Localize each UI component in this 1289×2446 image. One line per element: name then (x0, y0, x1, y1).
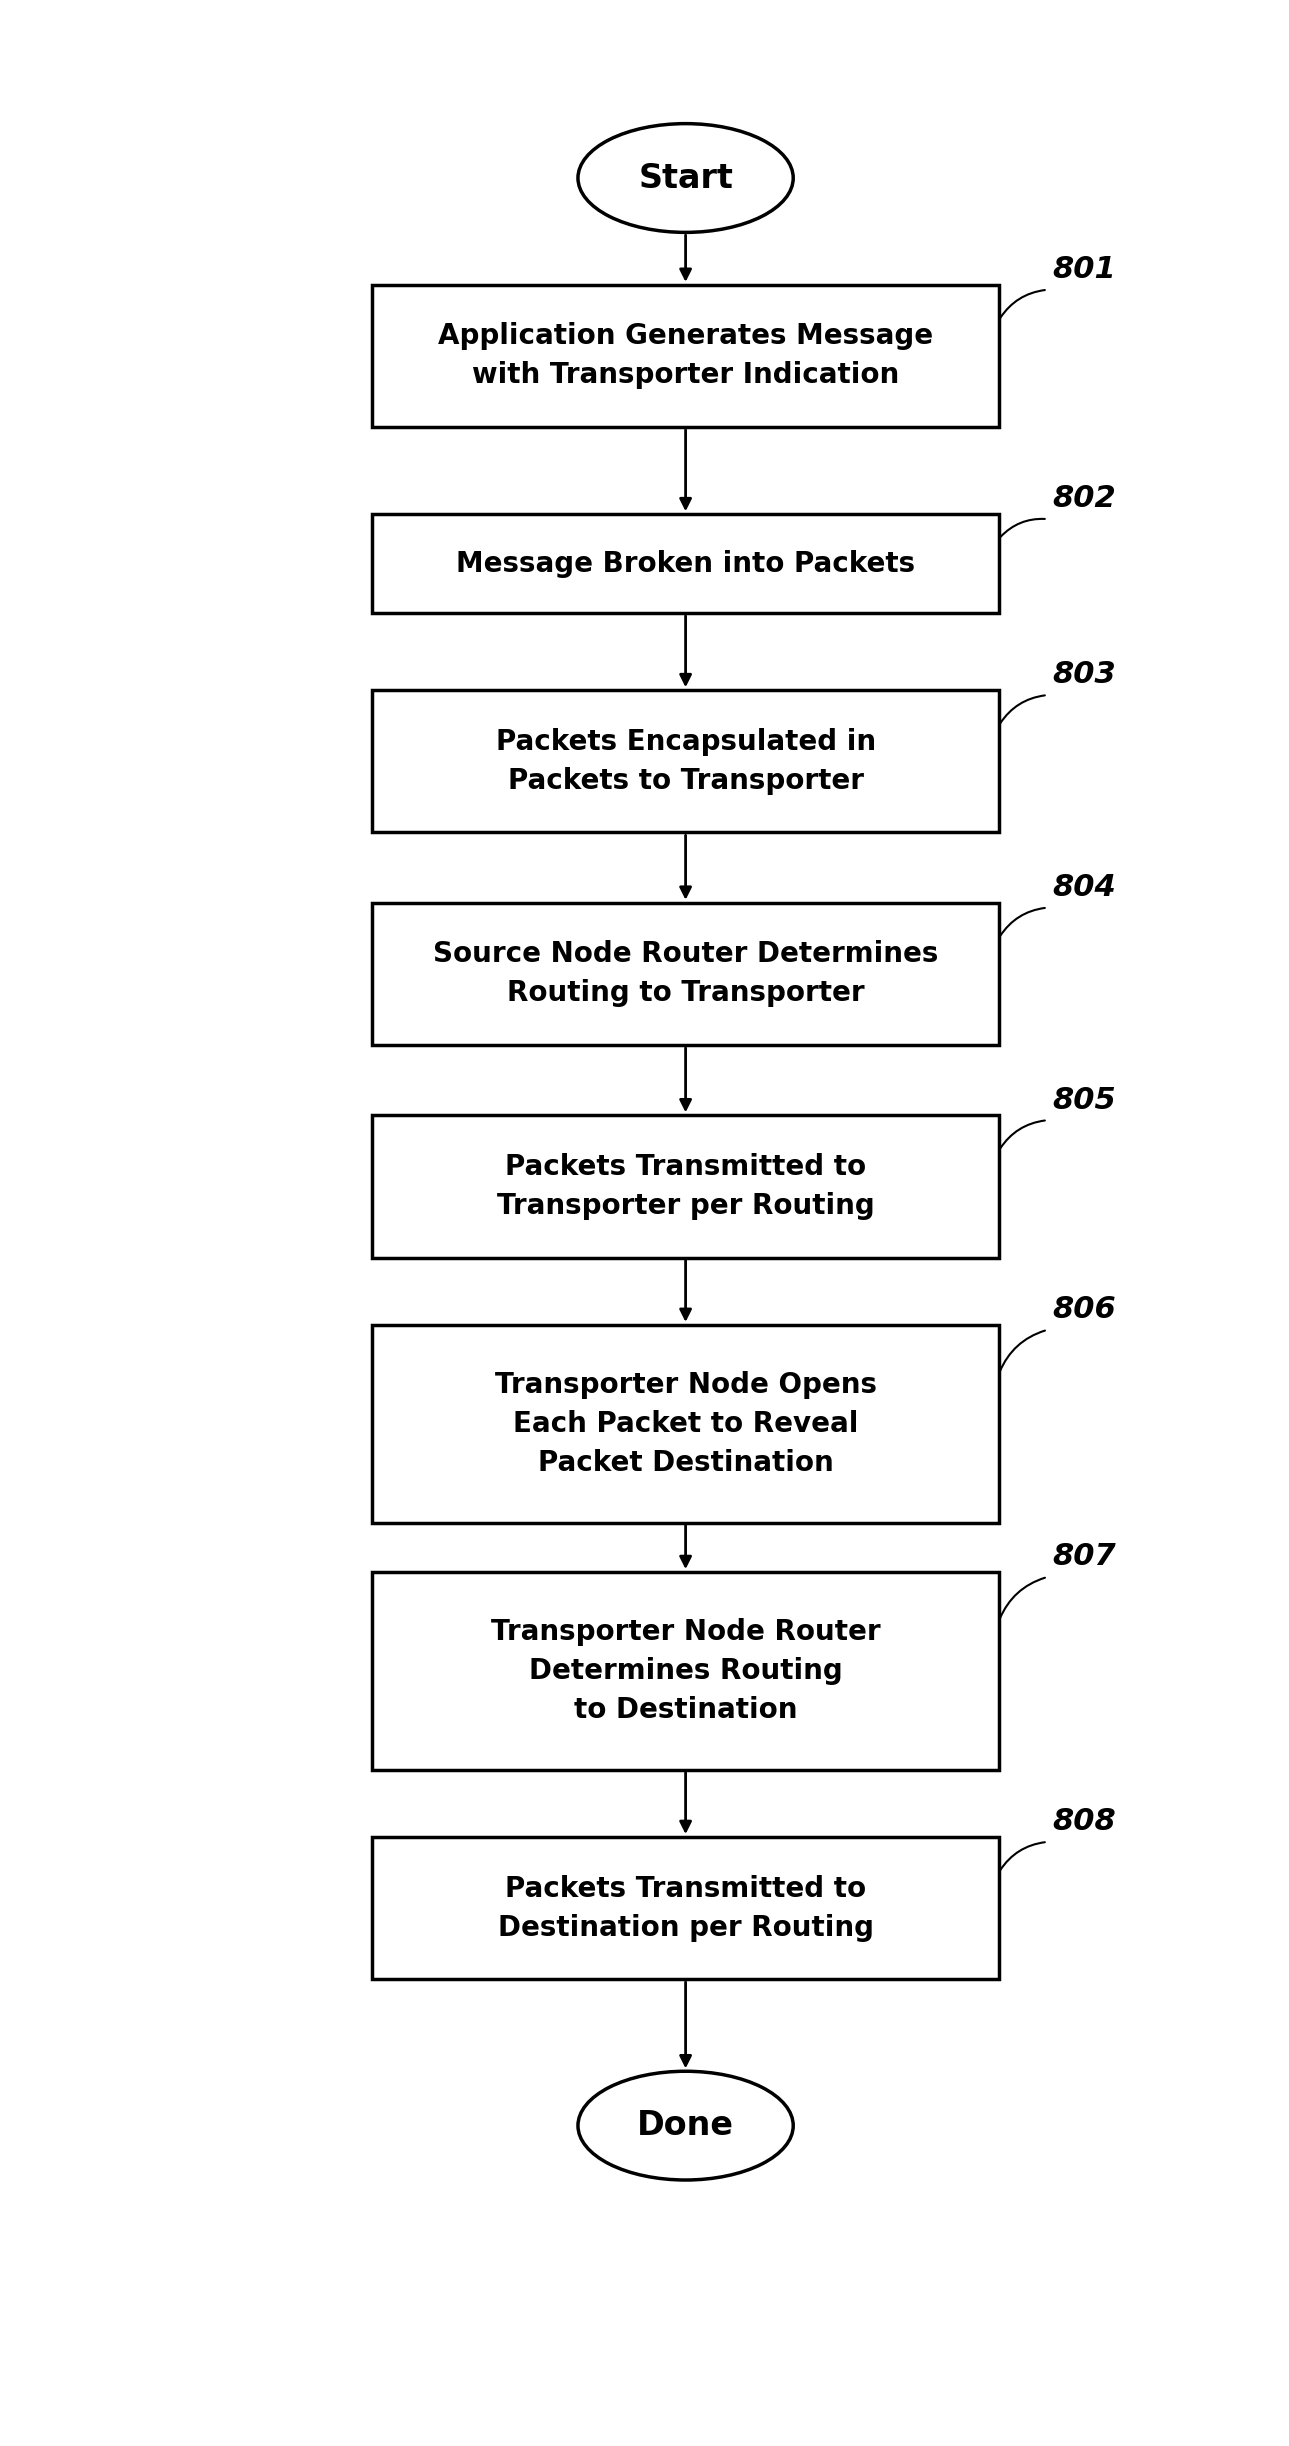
Text: Packets Transmitted to
Transporter per Routing: Packets Transmitted to Transporter per R… (496, 1152, 874, 1221)
Text: Message Broken into Packets: Message Broken into Packets (456, 550, 915, 577)
Bar (373, 1837, 999, 1979)
Bar (373, 514, 999, 614)
Bar (373, 903, 999, 1044)
Text: 807: 807 (1053, 1543, 1116, 1570)
Bar (373, 1326, 999, 1521)
Text: Source Node Router Determines
Routing to Transporter: Source Node Router Determines Routing to… (433, 939, 938, 1008)
Text: Application Generates Message
with Transporter Indication: Application Generates Message with Trans… (438, 323, 933, 389)
Text: Transporter Node Router
Determines Routing
to Destination: Transporter Node Router Determines Routi… (491, 1617, 880, 1724)
Text: 805: 805 (1053, 1086, 1116, 1115)
Text: Packets Transmitted to
Destination per Routing: Packets Transmitted to Destination per R… (498, 1874, 874, 1942)
Ellipse shape (577, 2072, 793, 2179)
Text: 803: 803 (1053, 660, 1116, 690)
Text: 808: 808 (1053, 1808, 1116, 1837)
Bar (373, 284, 999, 428)
Bar (373, 690, 999, 832)
Text: 806: 806 (1053, 1296, 1116, 1323)
Text: Start: Start (638, 161, 733, 196)
Text: Packets Encapsulated in
Packets to Transporter: Packets Encapsulated in Packets to Trans… (495, 729, 875, 795)
Text: 802: 802 (1053, 484, 1116, 514)
Text: Transporter Node Opens
Each Packet to Reveal
Packet Destination: Transporter Node Opens Each Packet to Re… (495, 1370, 877, 1477)
Text: 801: 801 (1053, 254, 1116, 284)
Text: 804: 804 (1053, 873, 1116, 903)
Bar (373, 1115, 999, 1257)
Bar (373, 1573, 999, 1771)
Text: Done: Done (637, 2108, 735, 2143)
Ellipse shape (577, 125, 793, 232)
